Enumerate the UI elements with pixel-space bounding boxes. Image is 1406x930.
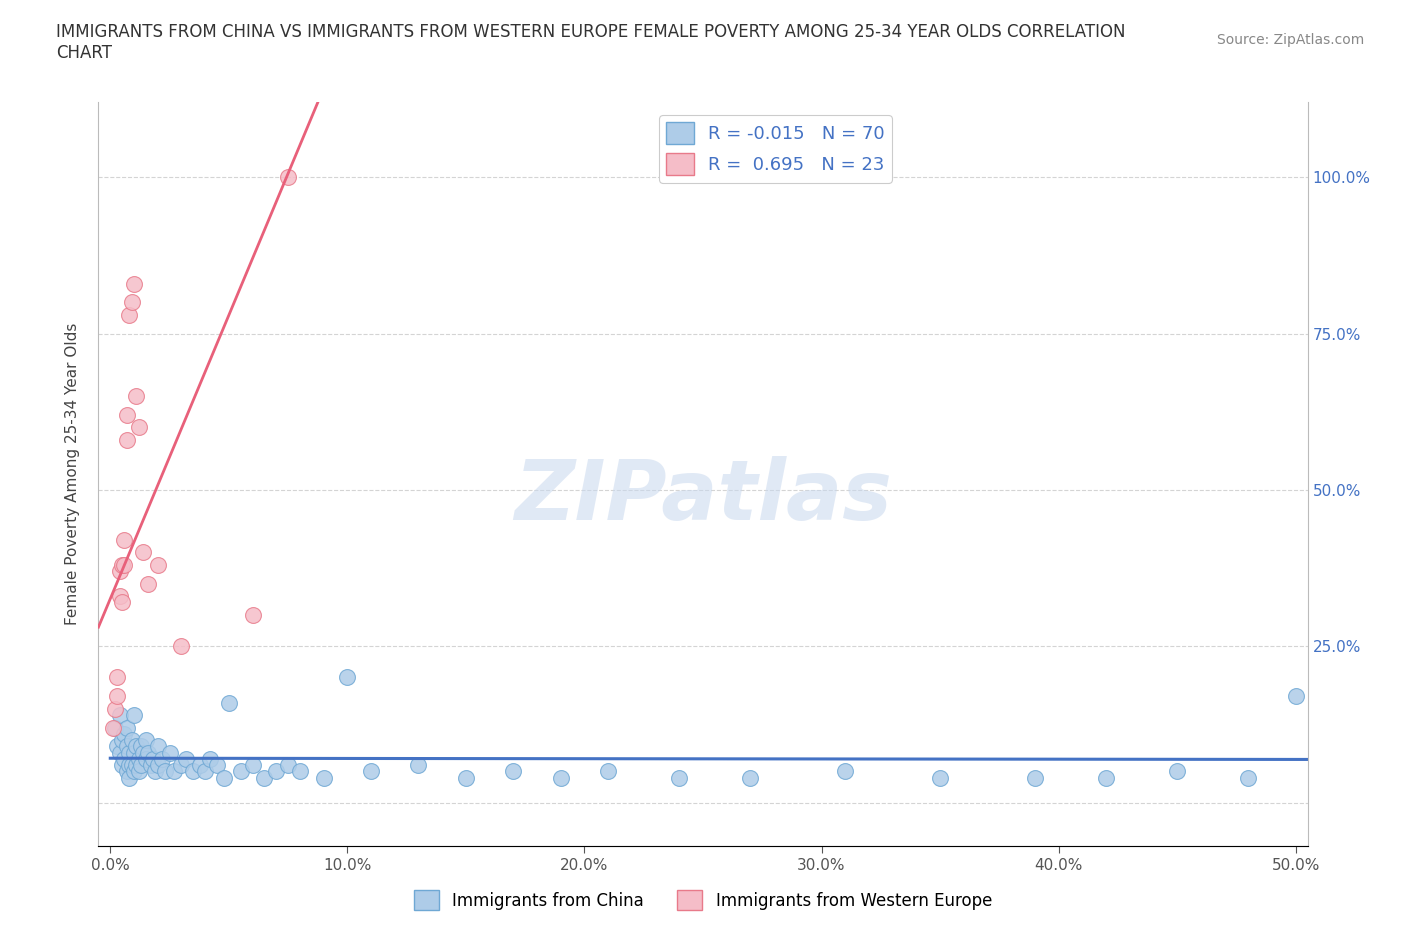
Point <box>104 720 127 735</box>
Point <box>454 770 477 785</box>
Point <box>205 758 228 773</box>
Legend: Immigrants from China, Immigrants from Western Europe: Immigrants from China, Immigrants from W… <box>408 884 998 917</box>
Point <box>128 751 150 766</box>
Point <box>159 745 181 760</box>
Point <box>111 758 134 773</box>
Point <box>122 708 145 723</box>
Point <box>163 764 186 778</box>
Point <box>128 420 150 435</box>
Point <box>125 758 148 773</box>
Point <box>115 764 138 778</box>
Point <box>122 276 145 291</box>
Point <box>143 764 166 778</box>
Point <box>277 758 299 773</box>
Point <box>105 738 128 753</box>
Point <box>132 545 155 560</box>
Point <box>115 432 138 447</box>
Point <box>146 738 169 753</box>
Point <box>121 295 143 310</box>
Point <box>108 708 131 723</box>
Point <box>174 751 197 766</box>
Point <box>1166 764 1188 778</box>
Point <box>336 670 359 684</box>
Point <box>136 745 159 760</box>
Point <box>288 764 311 778</box>
Point <box>101 720 124 735</box>
Text: IMMIGRANTS FROM CHINA VS IMMIGRANTS FROM WESTERN EUROPE FEMALE POVERTY AMONG 25-: IMMIGRANTS FROM CHINA VS IMMIGRANTS FROM… <box>56 23 1126 62</box>
Point <box>264 764 287 778</box>
Point <box>114 751 136 766</box>
Point <box>1024 770 1046 785</box>
Point <box>114 533 136 548</box>
Point <box>170 758 193 773</box>
Point <box>128 764 150 778</box>
Point <box>152 751 174 766</box>
Point <box>929 770 952 785</box>
Point <box>108 589 131 604</box>
Point <box>115 407 138 422</box>
Point <box>118 308 141 323</box>
Point <box>129 758 152 773</box>
Point <box>253 770 276 785</box>
Point <box>125 738 148 753</box>
Point <box>1095 770 1118 785</box>
Point <box>834 764 856 778</box>
Point <box>125 389 148 404</box>
Point <box>115 738 138 753</box>
Point <box>242 758 264 773</box>
Point <box>740 770 762 785</box>
Point <box>408 758 430 773</box>
Point <box>108 564 131 578</box>
Point <box>135 751 157 766</box>
Point <box>132 745 155 760</box>
Point <box>118 770 141 785</box>
Y-axis label: Female Poverty Among 25-34 Year Olds: Female Poverty Among 25-34 Year Olds <box>65 323 80 626</box>
Point <box>105 689 128 704</box>
Point <box>146 758 169 773</box>
Point <box>550 770 572 785</box>
Point <box>218 695 240 710</box>
Point <box>114 726 136 741</box>
Point <box>1237 770 1260 785</box>
Point <box>242 607 264 622</box>
Point <box>153 764 176 778</box>
Point <box>194 764 217 778</box>
Point <box>118 758 141 773</box>
Point <box>212 770 235 785</box>
Point <box>121 733 143 748</box>
Point <box>122 745 145 760</box>
Text: ZIPatlas: ZIPatlas <box>515 456 891 538</box>
Point <box>118 745 141 760</box>
Point <box>1285 689 1308 704</box>
Point <box>181 764 204 778</box>
Point <box>122 764 145 778</box>
Point <box>114 557 136 572</box>
Text: Source: ZipAtlas.com: Source: ZipAtlas.com <box>1216 33 1364 46</box>
Point <box>129 738 152 753</box>
Point <box>229 764 252 778</box>
Point <box>198 751 221 766</box>
Point <box>111 557 134 572</box>
Point <box>170 639 193 654</box>
Point <box>146 557 169 572</box>
Point <box>139 758 162 773</box>
Point <box>142 751 165 766</box>
Point <box>668 770 690 785</box>
Point <box>598 764 620 778</box>
Point <box>312 770 335 785</box>
Point <box>360 764 382 778</box>
Point <box>121 758 143 773</box>
Legend: R = -0.015   N = 70, R =  0.695   N = 23: R = -0.015 N = 70, R = 0.695 N = 23 <box>659 115 891 182</box>
Point <box>108 745 131 760</box>
Point <box>111 733 134 748</box>
Point <box>277 170 299 185</box>
Point <box>105 670 128 684</box>
Point <box>111 595 134 610</box>
Point <box>190 758 212 773</box>
Point <box>104 701 127 716</box>
Point <box>115 720 138 735</box>
Point <box>502 764 524 778</box>
Point <box>136 577 159 591</box>
Point <box>135 733 157 748</box>
